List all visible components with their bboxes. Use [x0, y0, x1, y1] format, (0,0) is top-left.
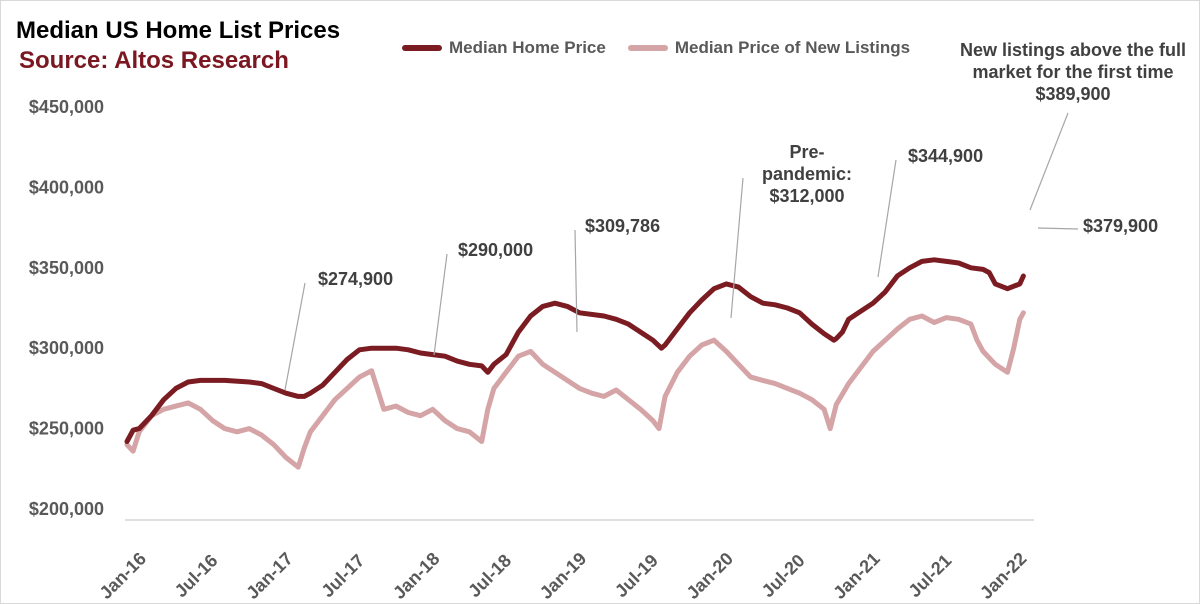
chart-legend: Median Home Price Median Price of New Li…: [402, 38, 932, 58]
y-tick-label: $300,000: [29, 338, 104, 358]
y-tick-label: $400,000: [29, 177, 104, 197]
legend-swatch-new-listings: [627, 45, 668, 51]
chart-title: Median US Home List Prices: [16, 17, 341, 44]
x-tick-label: Jan-18: [389, 549, 443, 603]
annotation-leader-line: [1029, 112, 1069, 211]
x-tick-label: Jan-19: [536, 549, 590, 603]
annotation-text: market for the first time: [972, 62, 1173, 82]
annotation-leader-line: [730, 177, 744, 319]
annotation-leader-line: [433, 253, 448, 356]
y-tick-label: $200,000: [29, 499, 104, 519]
annotation-leader-line: [574, 229, 578, 333]
x-tick-label: Jul-16: [171, 550, 222, 601]
x-tick-label: Jan-22: [976, 549, 1030, 603]
series-line-new-listings: [124, 310, 1026, 470]
x-tick-label: Jul-18: [464, 550, 515, 601]
y-tick-label: $350,000: [29, 258, 104, 278]
legend-label-median-home-price: Median Home Price: [449, 38, 606, 57]
annotation-text: $290,000: [458, 240, 533, 260]
legend-item-median-home-price: Median Home Price: [402, 38, 606, 58]
x-tick-label: Jul-21: [904, 550, 955, 601]
annotation-leader-line: [1037, 227, 1079, 230]
annotation-text: New listings above the full: [960, 40, 1186, 60]
x-tick-label: Jul-20: [758, 550, 809, 601]
annotation-text: $379,900: [1083, 216, 1158, 236]
annotation-text: $309,786: [585, 216, 660, 236]
annotation-text: pandemic:: [762, 164, 852, 184]
y-tick-label: $450,000: [29, 97, 104, 117]
annotation-text: $344,900: [908, 146, 983, 166]
annotation-text: $312,000: [769, 186, 844, 206]
series-line-median-home-price: [124, 257, 1026, 444]
x-tick-label: Jan-17: [242, 549, 296, 603]
chart-subtitle: Source: Altos Research: [19, 47, 289, 74]
x-tick-label: Jan-20: [683, 549, 737, 603]
annotation-text: Pre-: [789, 142, 824, 162]
x-tick-label: Jul-17: [317, 550, 368, 601]
x-tick-label: Jan-16: [96, 549, 150, 603]
x-tick-label: Jul-19: [611, 550, 662, 601]
legend-swatch-median-home-price: [402, 45, 442, 51]
x-tick-label: Jan-21: [829, 549, 883, 603]
y-tick-label: $250,000: [29, 419, 104, 439]
legend-label-new-listings: Median Price of New Listings: [674, 38, 911, 57]
annotation-text: $389,900: [1035, 84, 1110, 104]
annotation-text: $274,900: [318, 269, 393, 289]
annotation-leader-line: [284, 282, 306, 391]
annotation-leader-line: [877, 159, 897, 278]
legend-item-new-listings: Median Price of New Listings: [627, 38, 911, 58]
